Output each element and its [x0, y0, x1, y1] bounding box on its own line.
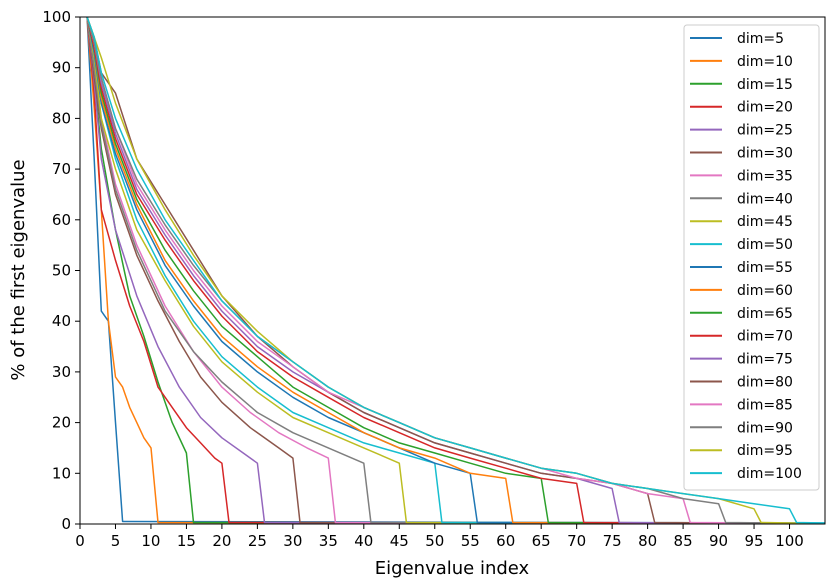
y-tick-label: 0 — [61, 515, 71, 533]
legend-label-dim-100: dim=100 — [737, 466, 802, 482]
y-axis-title: % of the first eigenvalue — [8, 159, 29, 380]
y-tick-label: 50 — [52, 262, 71, 280]
legend-label-dim-90: dim=90 — [737, 420, 793, 436]
x-axis-title: Eigenvalue index — [375, 558, 530, 579]
x-tick-label: 15 — [177, 532, 196, 550]
x-axis-ticks: 0 5 10 15 20 25 30 35 40 45 50 55 60 65 70 75 80 85 90 95 10… — [75, 524, 804, 550]
series-lines — [86, 16, 826, 525]
series-line-dim-30 — [86, 16, 826, 525]
series-line-dim-45 — [86, 16, 826, 525]
series-line-dim-55 — [86, 16, 826, 525]
x-tick-label: 80 — [638, 532, 657, 550]
x-tick-label: 95 — [745, 532, 764, 550]
legend-label-dim-20: dim=20 — [737, 100, 793, 116]
legend-label-dim-65: dim=65 — [737, 306, 793, 322]
x-tick-label: 10 — [141, 532, 160, 550]
legend-label-dim-95: dim=95 — [737, 443, 793, 459]
legend-label-dim-75: dim=75 — [737, 352, 793, 368]
legend-label-dim-80: dim=80 — [737, 375, 793, 391]
x-tick-label: 70 — [567, 532, 586, 550]
y-tick-label: 40 — [52, 312, 71, 330]
y-tick-label: 10 — [52, 464, 71, 482]
x-tick-label: 0 — [75, 532, 85, 550]
legend-label-dim-85: dim=85 — [737, 397, 793, 413]
legend-label-dim-10: dim=10 — [737, 54, 793, 70]
y-tick-label: 30 — [52, 363, 71, 381]
x-tick-label: 85 — [674, 532, 693, 550]
y-tick-label: 80 — [52, 109, 71, 127]
legend-label-dim-15: dim=15 — [737, 77, 793, 93]
x-tick-label: 50 — [425, 532, 444, 550]
legend-entries: dim=5 dim=10 dim=15 dim=20 dim=25 dim=30 dim=3… — [690, 31, 802, 482]
x-tick-label: 45 — [390, 532, 409, 550]
legend-box — [683, 24, 820, 491]
y-tick-label: 100 — [42, 8, 71, 26]
y-tick-label: 20 — [52, 414, 71, 432]
legend-label-dim-50: dim=50 — [737, 237, 793, 253]
series-line-dim-70 — [86, 16, 826, 525]
x-tick-label: 60 — [496, 532, 515, 550]
x-tick-label: 90 — [709, 532, 728, 550]
y-axis-ticks: 0 10 20 30 40 50 60 70 80 90 100 — [42, 8, 80, 533]
y-tick-label: 60 — [52, 211, 71, 229]
x-tick-label: 55 — [461, 532, 480, 550]
legend-label-dim-5: dim=5 — [737, 31, 784, 47]
x-tick-label: 20 — [212, 532, 231, 550]
legend: dim=5 dim=10 dim=15 dim=20 dim=25 dim=30 dim=3… — [683, 24, 820, 491]
x-tick-label: 35 — [319, 532, 338, 550]
series-line-dim-15 — [86, 16, 826, 525]
x-tick-label: 25 — [248, 532, 267, 550]
x-tick-label: 100 — [775, 532, 804, 550]
x-tick-label: 65 — [532, 532, 551, 550]
legend-label-dim-55: dim=55 — [737, 260, 793, 276]
legend-label-dim-25: dim=25 — [737, 123, 793, 139]
y-tick-label: 70 — [52, 160, 71, 178]
series-line-dim-40 — [86, 16, 826, 525]
series-line-dim-100 — [86, 16, 826, 524]
series-line-dim-60 — [86, 16, 826, 525]
y-tick-label: 90 — [52, 59, 71, 77]
legend-label-dim-70: dim=70 — [737, 329, 793, 345]
legend-label-dim-40: dim=40 — [737, 191, 793, 207]
legend-label-dim-60: dim=60 — [737, 283, 793, 299]
series-line-dim-65 — [86, 16, 826, 525]
series-line-dim-20 — [86, 16, 826, 525]
x-tick-label: 75 — [603, 532, 622, 550]
series-line-dim-25 — [86, 16, 826, 525]
x-tick-label: 40 — [354, 532, 373, 550]
legend-label-dim-35: dim=35 — [737, 168, 793, 184]
x-tick-label: 5 — [111, 532, 121, 550]
x-tick-label: 30 — [283, 532, 302, 550]
legend-label-dim-30: dim=30 — [737, 146, 793, 162]
legend-label-dim-45: dim=45 — [737, 214, 793, 230]
